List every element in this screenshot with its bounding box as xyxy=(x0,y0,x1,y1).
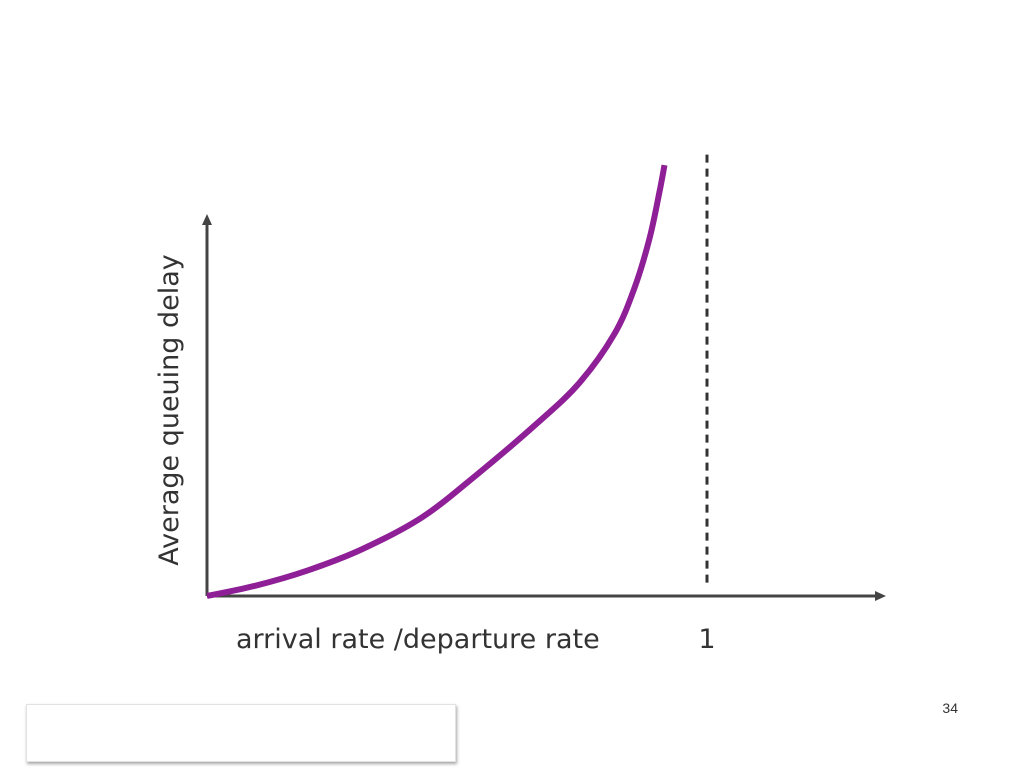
series-line-0 xyxy=(206,164,668,599)
x-axis-title: arrival rate /departure rate xyxy=(236,624,600,655)
x-axis-arrowhead xyxy=(875,591,886,601)
axes xyxy=(202,214,886,601)
x-tick-label-1: 1 xyxy=(698,624,715,655)
y-axis-arrowhead xyxy=(202,214,212,225)
page-number: 34 xyxy=(942,700,958,716)
series-layer xyxy=(206,164,668,599)
footer-box xyxy=(26,704,456,762)
labels-layer: arrival rate /departure rate Average que… xyxy=(154,254,716,655)
y-axis-title: Average queuing delay xyxy=(154,254,185,566)
